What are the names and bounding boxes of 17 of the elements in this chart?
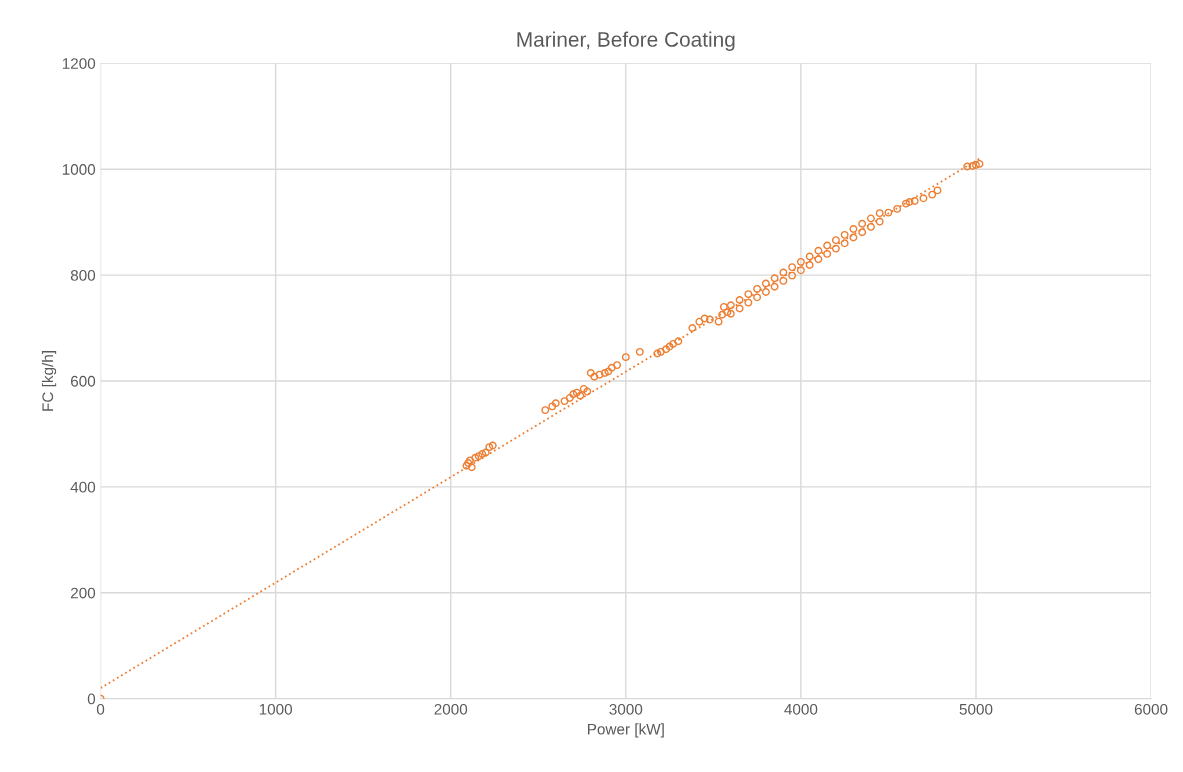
y-axis-title: FC [kg/h] (41, 351, 57, 411)
x-axis-title: Power [kW] (588, 723, 664, 738)
chart-title: Mariner, Before Coating (517, 31, 735, 51)
y-tick-label: 1000 (62, 164, 96, 175)
y-tick-label: 600 (70, 375, 96, 387)
y-tick-label: 400 (70, 481, 96, 493)
y-tick-label: 800 (70, 269, 96, 281)
y-tick-label: 1200 (62, 58, 96, 69)
x-tick-label: 1000 (259, 703, 293, 715)
x-tick-label: 0 (96, 703, 105, 715)
x-tick-label: 4000 (784, 703, 818, 715)
x-tick-label: 5000 (959, 703, 993, 715)
y-tick-label: 200 (70, 587, 96, 599)
x-tick-label: 3000 (609, 703, 643, 715)
x-tick-label: 6000 (1134, 703, 1168, 715)
y-tick-label: 0 (87, 693, 96, 705)
x-tick-label: 2000 (434, 703, 468, 715)
